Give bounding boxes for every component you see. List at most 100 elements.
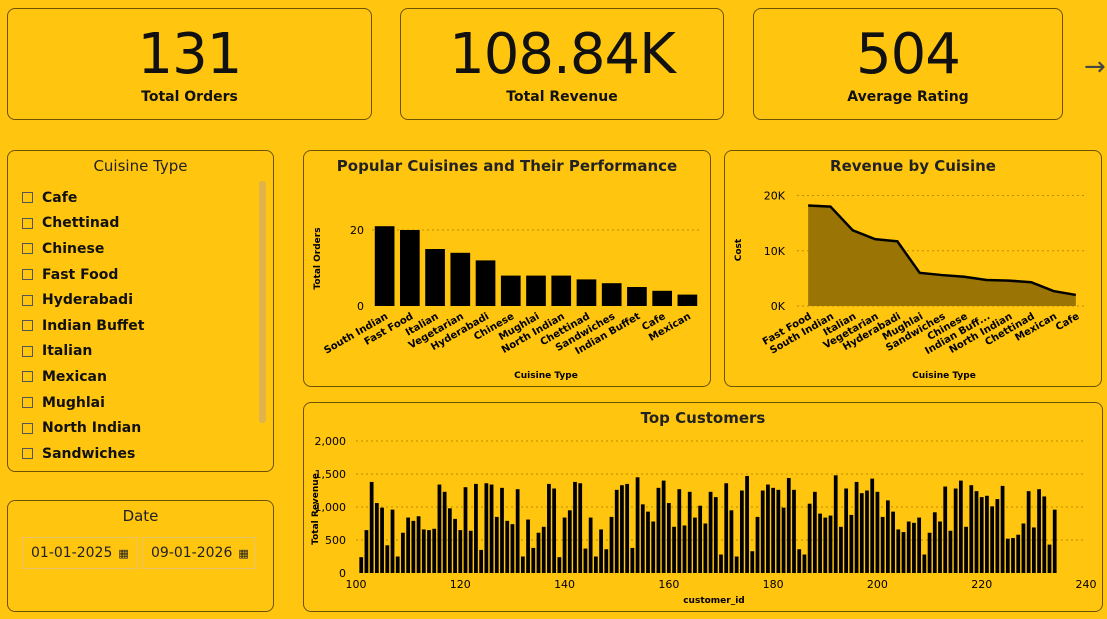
kpi-card-total-orders: 131 Total Orders — [7, 8, 372, 120]
checkbox[interactable] — [22, 397, 33, 409]
bar — [896, 529, 901, 573]
bar — [458, 530, 463, 573]
bar — [698, 505, 703, 573]
bar — [719, 554, 723, 573]
kpi-value: 131 — [137, 22, 243, 87]
series-line — [808, 204, 1077, 297]
checkbox[interactable] — [22, 320, 33, 332]
end-date-value: 09-01-2026 — [151, 545, 233, 561]
bar — [640, 504, 645, 573]
y-tick-label: 500 — [325, 534, 346, 547]
bar — [885, 500, 890, 573]
checkbox[interactable] — [22, 243, 33, 255]
bar — [823, 517, 828, 573]
bar — [364, 530, 369, 573]
bar — [985, 495, 989, 573]
bar — [526, 519, 530, 573]
y-tick-label: 20 — [350, 224, 364, 237]
bar — [880, 516, 885, 573]
kpi-value: 108.84K — [449, 22, 676, 87]
bar — [583, 548, 588, 573]
slicer-item[interactable]: Mughlai — [22, 390, 144, 416]
bar — [672, 526, 676, 573]
bar — [593, 556, 598, 573]
bar — [776, 489, 781, 573]
bar — [859, 493, 864, 573]
bar — [1000, 485, 1005, 573]
slicer-item[interactable]: Chinese — [22, 236, 144, 262]
slicer-list: Cafe Chettinad Chinese Fast Food Hyderabadi I… — [22, 185, 144, 467]
checkbox[interactable] — [22, 448, 33, 460]
x-tick-label: 180 — [763, 578, 784, 591]
next-page-arrow-icon[interactable]: → — [1084, 52, 1106, 82]
slicer-title: Date — [122, 507, 159, 525]
x-tick-label: Cafe — [1054, 311, 1082, 333]
bar — [1037, 489, 1041, 573]
checkbox[interactable] — [22, 294, 33, 306]
bar — [666, 503, 671, 573]
y-axis-label: Total Revenue — [311, 473, 321, 545]
bar — [573, 481, 577, 573]
slicer-item-label: Fast Food — [42, 266, 119, 283]
bar — [494, 516, 499, 573]
bar — [652, 290, 672, 306]
bar — [510, 524, 515, 573]
bar — [385, 545, 390, 573]
slicer-item[interactable]: North Indian — [22, 415, 144, 441]
slicer-item[interactable]: Fast Food — [22, 262, 144, 288]
end-date-input[interactable]: 09-01-2026 ▦ — [142, 537, 256, 569]
slicer-title: Cuisine Type — [93, 157, 188, 175]
bar — [406, 517, 411, 573]
checkbox[interactable] — [22, 345, 33, 357]
slicer-item[interactable]: Italian — [22, 339, 144, 365]
calendar-icon[interactable]: ▦ — [238, 546, 249, 560]
bar — [807, 503, 812, 573]
bar — [781, 507, 786, 573]
bar — [625, 483, 630, 573]
bar — [917, 517, 922, 573]
slicer-item[interactable]: Mexican — [22, 364, 144, 390]
bar — [547, 483, 551, 573]
x-tick-label: 120 — [450, 578, 471, 591]
slicer-item[interactable]: Chettinad — [22, 211, 144, 237]
slicer-scrollbar[interactable] — [259, 181, 266, 423]
bar — [974, 491, 979, 573]
bar — [541, 526, 546, 573]
bar — [865, 490, 869, 573]
bar — [562, 517, 567, 573]
bar — [520, 556, 525, 573]
checkbox[interactable] — [22, 217, 33, 229]
checkbox[interactable] — [22, 422, 33, 434]
checkbox[interactable] — [22, 192, 33, 204]
x-axis-label: Cuisine Type — [912, 371, 976, 381]
slicer-item-label: Cafe — [42, 189, 78, 206]
bar — [620, 485, 624, 573]
slicer-item[interactable]: Indian Buffet — [22, 313, 144, 339]
bar — [588, 517, 593, 573]
kpi-label: Total Revenue — [506, 89, 618, 105]
y-tick-label: 1,000 — [315, 501, 347, 514]
bar — [755, 516, 760, 573]
calendar-icon[interactable]: ▦ — [118, 546, 129, 560]
slicer-item-label: Mughlai — [42, 394, 105, 411]
bar — [627, 287, 647, 306]
slicer-item[interactable]: Cafe — [22, 185, 144, 211]
bar — [875, 491, 880, 573]
slicer-item[interactable]: Hyderabadi — [22, 287, 144, 313]
bar — [411, 520, 416, 573]
start-date-input[interactable]: 01-01-2025 ▦ — [22, 537, 138, 569]
bar — [601, 283, 622, 306]
x-tick-label: 140 — [554, 578, 575, 591]
bar — [797, 549, 802, 573]
bar — [739, 490, 744, 573]
bar — [802, 554, 807, 573]
checkbox[interactable] — [22, 269, 33, 281]
bar — [374, 503, 379, 573]
bar — [766, 484, 770, 573]
bar — [604, 549, 609, 573]
bar — [614, 489, 619, 573]
checkbox[interactable] — [22, 371, 33, 383]
slicer-item[interactable]: Sandwiches — [22, 441, 144, 467]
bar — [479, 549, 484, 573]
